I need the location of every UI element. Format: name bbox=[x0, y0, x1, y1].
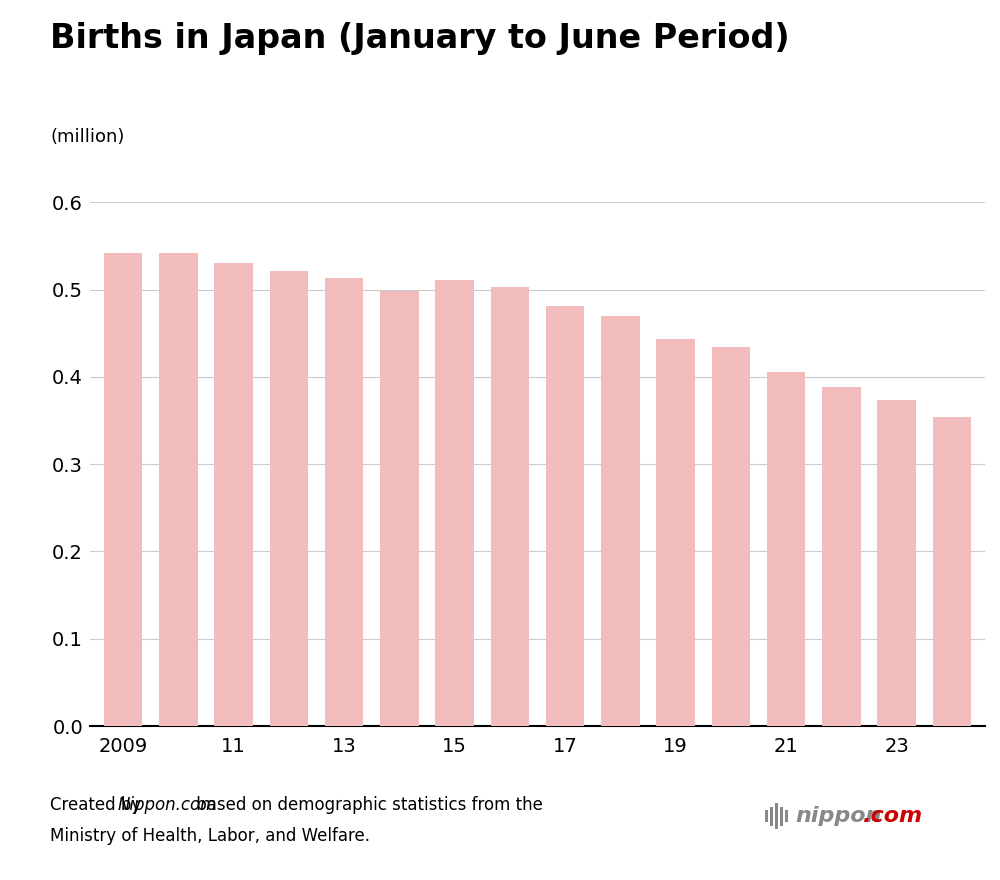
Bar bbox=[435, 280, 474, 726]
Bar bbox=[380, 290, 419, 726]
Bar bbox=[822, 386, 861, 726]
Bar bbox=[214, 262, 253, 726]
Bar bbox=[491, 287, 529, 726]
Text: based on demographic statistics from the: based on demographic statistics from the bbox=[191, 796, 543, 814]
Text: Created by: Created by bbox=[50, 796, 146, 814]
Text: nippon: nippon bbox=[795, 806, 881, 826]
Bar bbox=[601, 316, 640, 726]
Bar bbox=[712, 348, 750, 726]
Bar bbox=[546, 306, 584, 726]
Bar bbox=[270, 271, 308, 726]
Bar bbox=[159, 253, 198, 726]
Bar bbox=[656, 340, 695, 726]
Text: Nippon.com: Nippon.com bbox=[118, 796, 217, 814]
Text: Births in Japan (January to June Period): Births in Japan (January to June Period) bbox=[50, 22, 790, 55]
Bar bbox=[933, 417, 971, 726]
Bar bbox=[877, 400, 916, 726]
Text: .com: .com bbox=[863, 806, 923, 826]
Text: Ministry of Health, Labor, and Welfare.: Ministry of Health, Labor, and Welfare. bbox=[50, 827, 370, 845]
Bar bbox=[767, 371, 805, 726]
Bar bbox=[104, 253, 142, 726]
Bar bbox=[325, 278, 363, 726]
Text: (million): (million) bbox=[50, 128, 124, 145]
